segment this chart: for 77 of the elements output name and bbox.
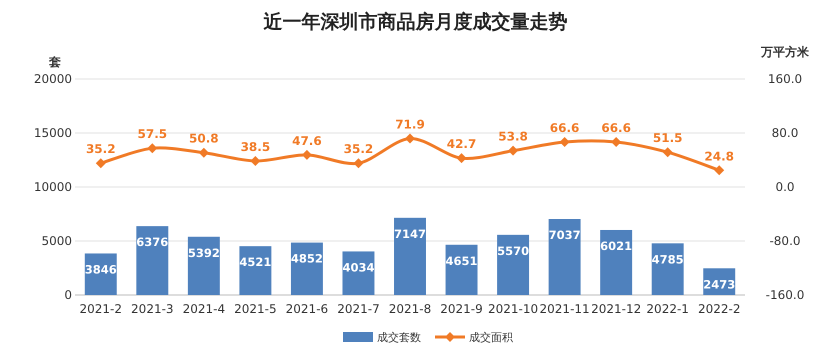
x-tick-label: 2021-8: [388, 302, 432, 316]
data-label: 47.6: [292, 134, 322, 148]
point: [611, 137, 622, 148]
bar: [290, 242, 323, 295]
data-label: 38.5: [240, 140, 270, 154]
point: [714, 165, 724, 176]
point: [456, 153, 467, 164]
y2-tick-label: -80.0: [769, 234, 801, 248]
data-label: 35.2: [86, 142, 116, 156]
point: [662, 147, 673, 158]
x-tick-label: 2022-1: [646, 302, 689, 316]
bar: [497, 234, 530, 295]
point: [250, 156, 260, 166]
y-tick-label: 20000: [34, 72, 72, 86]
point: [147, 143, 158, 154]
bar: [136, 226, 168, 295]
y2-tick-label: 0.0: [775, 180, 795, 194]
x-tick-label: 2021-5: [234, 302, 277, 316]
data-label: 66.6: [601, 121, 631, 136]
x-tick-label: 2021-2: [80, 302, 122, 316]
y2-tick-label: 160.0: [768, 72, 802, 86]
bar: [652, 243, 684, 295]
data-label: 24.8: [704, 149, 734, 164]
y2-tick-label: -160.0: [766, 288, 804, 302]
bar: [239, 246, 272, 295]
legend-label: 成交套数: [377, 331, 421, 344]
point: [508, 146, 518, 156]
point: [353, 158, 364, 168]
data-label: 5392: [188, 246, 220, 260]
legend-label: 成交面积: [469, 331, 513, 344]
point: [560, 137, 570, 148]
x-tick-label: 2021-12: [591, 302, 642, 316]
bar: [548, 219, 581, 295]
data-label: 4034: [342, 260, 374, 274]
y-tick-label: 15000: [34, 126, 72, 140]
data-label: 6376: [136, 235, 168, 250]
x-tick-label: 2021-9: [440, 302, 483, 316]
data-label: 6021: [600, 238, 632, 253]
y-tick-label: 5000: [41, 234, 72, 248]
y-tick-label: 10000: [34, 180, 72, 194]
x-tick-label: 2021-10: [488, 302, 538, 316]
data-label: 71.9: [395, 117, 425, 132]
x-tick-label: 2021-11: [540, 302, 590, 316]
data-label: 7037: [548, 228, 581, 242]
data-label: 2473: [703, 277, 736, 292]
bar: [394, 218, 426, 295]
data-label: 7147: [394, 226, 426, 241]
point: [302, 150, 312, 160]
point: [405, 133, 415, 144]
data-label: 35.2: [344, 142, 374, 156]
bar: [446, 244, 478, 295]
point: [198, 148, 209, 158]
point: [96, 158, 106, 168]
data-label: 42.7: [446, 137, 476, 152]
y2-tick-label: 80.0: [772, 126, 798, 140]
bar: [188, 236, 220, 295]
data-label: 4651: [446, 254, 478, 268]
data-label: 4852: [290, 252, 323, 266]
data-label: 4785: [652, 252, 684, 266]
x-tick-label: 2022-2: [698, 302, 740, 316]
x-tick-label: 2021-7: [337, 302, 380, 316]
chart-title: 近一年深圳市商品房月度成交量走势: [262, 11, 568, 33]
bar: [600, 230, 632, 295]
x-tick-label: 2021-4: [182, 302, 226, 316]
x-tick-label: 2021-3: [131, 302, 174, 316]
data-label: 53.8: [498, 130, 528, 144]
data-label: 57.5: [138, 127, 168, 142]
x-tick-label: 2021-6: [286, 302, 328, 316]
y-tick-label: 0: [64, 288, 72, 302]
data-label: 66.6: [550, 121, 580, 136]
data-label: 51.5: [652, 131, 682, 146]
data-label: 50.8: [189, 132, 219, 146]
data-label: 5570: [497, 244, 530, 258]
data-label: 4521: [239, 255, 272, 270]
y2-axis-title: 万平方米: [760, 45, 810, 59]
y-axis-title: 套: [48, 55, 61, 69]
data-label: 3846: [84, 262, 117, 276]
